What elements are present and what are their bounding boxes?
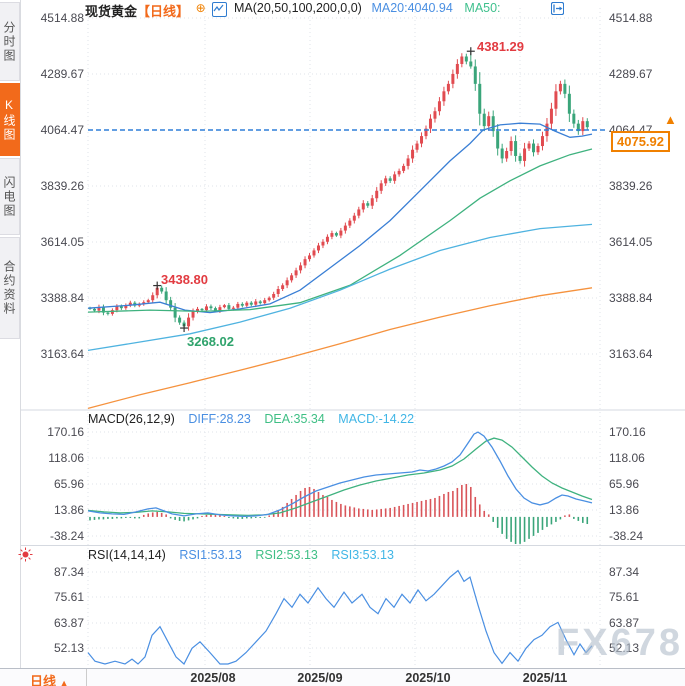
pan-right-icon[interactable] (551, 2, 564, 15)
price-tick-left: 3839.26 (40, 179, 84, 193)
macd-tick-right: 65.96 (609, 477, 640, 491)
price-tick-left: 4064.47 (40, 123, 84, 137)
period-arrow-icon: ▲ (59, 678, 69, 686)
period-selector[interactable]: 日线 ▲ (30, 674, 69, 686)
price-tick-right: 3163.64 (609, 347, 653, 361)
price-tick-left: 3614.05 (40, 235, 84, 249)
macd-tick-right: 13.86 (609, 503, 640, 517)
chart-type-icon[interactable] (212, 2, 228, 17)
sidebar-tab-timeshare[interactable]: 分时图 (0, 2, 20, 81)
ma-overlay-label[interactable]: MA(20,50,100,200,0,0) (233, 1, 362, 15)
chart-header: 现货黄金【日线】 ⊕ MA(20,50,100,200,0,0) MA20:40… (85, 1, 501, 19)
macd-tick-right: -38.24 (609, 529, 644, 543)
instrument-title: 现货黄金 (85, 4, 138, 19)
bottom-bar-divider (86, 669, 87, 686)
macd-hist-value: MACD:-14.22 (338, 412, 415, 426)
zigzag-glyph (213, 4, 224, 12)
price-tick-left: 3163.64 (40, 347, 84, 361)
annotation-swing-high: 3438.80 (161, 272, 208, 287)
macd-diff-value: DIFF:28.23 (188, 412, 251, 426)
ma20-value: MA20:4040.94 (371, 1, 453, 15)
macd-tick-left: 65.96 (53, 477, 84, 491)
sidebar-tab-kline[interactable]: K线图 (0, 83, 20, 156)
price-tick-right: 3614.05 (609, 235, 653, 249)
rsi1-value: RSI1:53.13 (179, 548, 242, 562)
rsi-tick-left: 52.13 (53, 641, 84, 655)
rsi2-value: RSI2:53.13 (255, 548, 318, 562)
macd-tick-left: -38.24 (49, 529, 84, 543)
annotation-peak-price: 4381.29 (477, 39, 524, 54)
sidebar-tab-lightning[interactable]: 闪电图 (0, 158, 20, 235)
price-tick-left: 4289.67 (40, 67, 84, 81)
price-tick-right: 3388.84 (609, 291, 653, 305)
price-tick-right: 4289.67 (609, 67, 653, 81)
rsi-tick-right: 75.61 (609, 590, 640, 604)
rsi-tick-right: 87.34 (609, 565, 640, 579)
compare-icon[interactable]: ⊕ (195, 1, 206, 15)
rsi-tick-left: 75.61 (53, 590, 84, 604)
macd-tick-left: 170.16 (47, 425, 84, 439)
sidebar-divider (20, 0, 21, 686)
price-tick-left: 3388.84 (40, 291, 84, 305)
macd-tick-right: 118.06 (609, 451, 645, 465)
rsi-header[interactable]: RSI(14,14,14) RSI1:53.13 RSI2:53.13 RSI3… (88, 548, 394, 562)
macd-tick-left: 13.86 (53, 503, 84, 517)
price-tick-left: 4514.88 (40, 11, 84, 25)
date-label: 2025/11 (522, 671, 568, 685)
sidebar-tab-contract-info[interactable]: 合约资料 (0, 237, 20, 339)
period-tag: 【日线】 (137, 4, 190, 19)
rsi-tick-left: 87.34 (53, 565, 84, 579)
macd-dea-value: DEA:35.34 (264, 412, 325, 426)
date-label: 2025/08 (190, 671, 236, 685)
annotation-swing-low: 3268.02 (187, 334, 234, 349)
macd-tick-right: 170.16 (609, 425, 646, 439)
date-label: 2025/09 (297, 671, 343, 685)
macd-tick-left: 118.06 (48, 451, 84, 465)
price-tick-right: 4514.88 (609, 11, 653, 25)
rsi3-value: RSI3:53.13 (331, 548, 394, 562)
price-tick-right: 3839.26 (609, 179, 653, 193)
ma50-value: MA50: (464, 1, 501, 15)
macd-header[interactable]: MACD(26,12,9) DIFF:28.23 DEA:35.34 MACD:… (88, 412, 414, 426)
macd-title: MACD(26,12,9) (88, 412, 175, 426)
rsi-tick-right: 63.87 (609, 616, 640, 630)
alert-sun-icon[interactable] (18, 547, 33, 562)
date-label: 2025/10 (405, 671, 451, 685)
rsi-tick-left: 63.87 (53, 616, 84, 630)
rsi-tick-right: 52.13 (609, 641, 640, 655)
price-up-arrow-icon: ▲ (664, 112, 677, 127)
bottom-bar: 日线 ▲ 2025/08 2025/09 2025/10 2025/11 (0, 668, 685, 686)
rsi-title: RSI(14,14,14) (88, 548, 166, 562)
last-price-box: 4075.92 (611, 131, 670, 152)
